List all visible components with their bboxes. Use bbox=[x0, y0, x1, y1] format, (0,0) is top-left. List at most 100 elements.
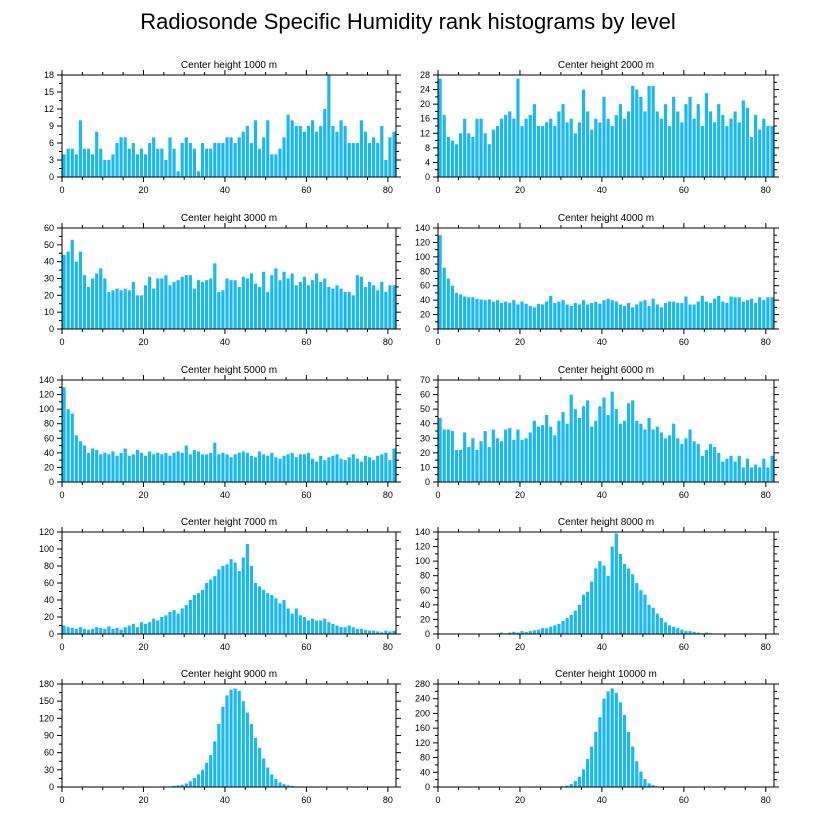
panel-2-bar bbox=[594, 118, 598, 177]
panel-7-bar bbox=[229, 559, 233, 634]
panel-4-bar bbox=[516, 304, 520, 329]
panel-3: Center height 3000 m 0 20 40 60 80 0 10 20 30 40 50… bbox=[44, 213, 401, 347]
panel-9-ytick-label: 120 bbox=[39, 713, 54, 723]
panel-8-bar bbox=[659, 617, 663, 634]
panel-5-bar bbox=[245, 452, 249, 482]
panel-2-bar bbox=[524, 118, 528, 177]
panel-6-bar bbox=[491, 429, 495, 482]
panel-5-bar bbox=[196, 451, 201, 482]
panel-8-bar bbox=[557, 623, 561, 634]
panel-9-ytick-label: 30 bbox=[44, 765, 54, 775]
panel-6-bar bbox=[528, 432, 532, 482]
panel-4-bar bbox=[631, 307, 635, 329]
panel-9-xtick-label: 40 bbox=[220, 795, 230, 805]
panel-10-bar bbox=[590, 746, 594, 787]
panel-9-bar bbox=[233, 688, 237, 787]
panel-3-bar bbox=[103, 278, 107, 329]
panel-6-bar bbox=[684, 438, 688, 482]
panel-5-bar bbox=[168, 455, 172, 482]
panel-5-bar bbox=[229, 457, 233, 482]
panel-2-bar bbox=[770, 126, 774, 177]
panel-7-bar bbox=[384, 630, 388, 634]
panel-9-bar bbox=[245, 712, 249, 787]
panel-5-ytick-label: 140 bbox=[39, 375, 54, 385]
panel-8-bar bbox=[631, 574, 635, 634]
panel-7-bar bbox=[331, 623, 335, 634]
panel-6-bar bbox=[725, 458, 729, 482]
panel-4-bar bbox=[688, 304, 692, 329]
panel-5-bar bbox=[282, 455, 286, 482]
panel-7-bar bbox=[351, 627, 355, 634]
panel-6-bar bbox=[565, 423, 569, 482]
panel-5-bar bbox=[160, 454, 164, 482]
panel-6-bar bbox=[573, 409, 577, 482]
panel-3-bar bbox=[249, 273, 254, 329]
panel-1-bar bbox=[274, 154, 278, 177]
panel-3-bar bbox=[164, 275, 168, 329]
panel-3-bar bbox=[315, 273, 319, 329]
panel-7-bar bbox=[258, 586, 262, 634]
panel-7-bar bbox=[111, 628, 115, 634]
panel-3-bar bbox=[319, 281, 323, 329]
panel-5-ytick-label: 40 bbox=[44, 448, 54, 458]
panel-1-bar bbox=[331, 126, 335, 177]
panel-7-bar bbox=[200, 589, 205, 634]
panel-8-bar bbox=[573, 610, 577, 634]
panel-4-bar bbox=[524, 303, 528, 329]
panel-6-bar bbox=[647, 417, 651, 482]
panel-4-bar bbox=[676, 303, 680, 329]
panel-1-bar bbox=[388, 137, 392, 177]
panel-5-bar bbox=[327, 457, 331, 482]
panel-6-bar bbox=[483, 431, 487, 482]
panel-7-bar bbox=[245, 543, 249, 634]
panel-9-bar bbox=[213, 741, 217, 787]
panel-4-bar bbox=[458, 294, 463, 329]
panel-1-ytick-label: 9 bbox=[49, 121, 54, 131]
panel-4-bar bbox=[536, 303, 541, 329]
panel-4-bar bbox=[483, 300, 487, 329]
panel-1-bar bbox=[95, 131, 99, 177]
panel-1-bar bbox=[282, 137, 286, 177]
panel-1-bar bbox=[315, 131, 319, 177]
panel-1-bar bbox=[319, 126, 323, 177]
panel-3-bar bbox=[253, 283, 258, 329]
panel-1-bar bbox=[131, 143, 135, 177]
panel-10-ytick-label: 0 bbox=[425, 782, 430, 792]
panel-3-bar bbox=[200, 281, 205, 329]
panel-9-ytick-label: 180 bbox=[39, 679, 54, 689]
panel-7-bar bbox=[237, 571, 241, 634]
panel-10-xtick-label: 60 bbox=[679, 795, 689, 805]
panel-6-bar bbox=[520, 439, 524, 482]
panel-3-bar bbox=[306, 285, 311, 329]
panel-2: Center height 2000 m 0 20 40 60 80 0 4 8 12 16 20 24… bbox=[420, 60, 779, 195]
panel-6-bar bbox=[508, 428, 512, 482]
panel-7-bar bbox=[127, 625, 131, 634]
panel-3-bar bbox=[290, 273, 294, 329]
panel-10-frame bbox=[437, 683, 775, 788]
panel-6-bar bbox=[729, 455, 733, 482]
panel-9-bar bbox=[237, 690, 241, 787]
panel-3-bar bbox=[172, 281, 176, 329]
panel-7-bar bbox=[188, 600, 192, 634]
panel-5-bar bbox=[143, 455, 148, 482]
panel-6-bar bbox=[545, 414, 549, 482]
panel-3-bar bbox=[343, 291, 347, 329]
panel-7-bar bbox=[131, 623, 135, 634]
panel-5-bar bbox=[95, 449, 99, 482]
panel-4-bar bbox=[614, 301, 618, 329]
panel-7-xtick-label: 60 bbox=[301, 642, 311, 652]
panel-9-bar bbox=[249, 724, 254, 787]
panel-6-bar bbox=[704, 449, 709, 482]
panel-2-bar bbox=[737, 122, 741, 177]
panel-2-bar bbox=[708, 111, 713, 177]
panel-1-bar bbox=[168, 137, 172, 177]
panel-2-bar bbox=[741, 100, 745, 177]
panel-8-bar bbox=[581, 594, 586, 634]
panel-2-bar bbox=[577, 122, 582, 177]
panel-3-ytick-label: 50 bbox=[44, 240, 54, 250]
panel-3-bar bbox=[363, 286, 368, 329]
panel-1-bar bbox=[74, 154, 78, 177]
panel-5-xtick-label: 80 bbox=[383, 490, 393, 500]
panel-4-bar bbox=[532, 307, 536, 329]
panel-2-bar bbox=[766, 126, 770, 177]
